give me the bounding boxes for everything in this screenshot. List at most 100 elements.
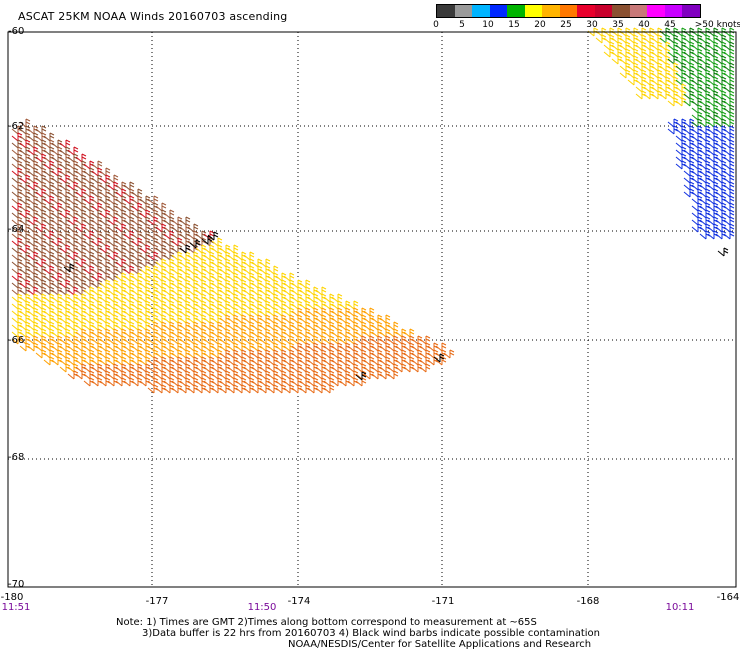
- wind-barb: [131, 300, 143, 310]
- wind-barb: [659, 69, 671, 79]
- wind-barb: [283, 377, 295, 387]
- wind-barb: [283, 384, 295, 394]
- legend-label: 0: [433, 20, 439, 30]
- wind-barb: [147, 377, 159, 387]
- wind-barb: [115, 286, 127, 296]
- wind-barb: [131, 349, 143, 359]
- wind-barb: [91, 286, 103, 296]
- wind-barb: [707, 132, 719, 142]
- wind-barb: [331, 377, 343, 387]
- wind-barb: [315, 321, 327, 331]
- wind-barb: [99, 349, 111, 359]
- wind-barb: [27, 272, 39, 282]
- wind-barb: [99, 286, 111, 296]
- wind-barb: [43, 293, 55, 303]
- wind-barb: [211, 335, 223, 345]
- wind-barb: [707, 139, 719, 149]
- wind-barb: [291, 377, 303, 387]
- wind-barb: [315, 328, 327, 338]
- wind-barb: [347, 328, 359, 338]
- wind-barb: [291, 328, 303, 338]
- wind-barb: [115, 349, 127, 359]
- wind-barb: [715, 153, 727, 163]
- wind-barb: [19, 181, 31, 191]
- wind-barb: [91, 335, 103, 345]
- wind-barb: [67, 216, 79, 226]
- time-label-1011: 10:11: [665, 602, 695, 613]
- wind-barb: [299, 335, 311, 345]
- wind-barb: [715, 111, 727, 121]
- wind-barb: [59, 146, 71, 156]
- wind-barb: [259, 286, 271, 296]
- wind-barb: [147, 314, 159, 324]
- wind-barb: [123, 314, 135, 324]
- wind-barb: [195, 279, 207, 289]
- wind-barb: [83, 216, 95, 226]
- wind-barb: [155, 377, 167, 387]
- wind-barb: [195, 286, 207, 296]
- wind-barb: [67, 307, 79, 317]
- wind-barb: [411, 356, 423, 366]
- wind-barb: [203, 370, 215, 380]
- wind-barb: [675, 41, 687, 51]
- wind-barb: [723, 153, 735, 163]
- wind-barb: [155, 356, 167, 366]
- wind-barb: [75, 153, 87, 163]
- wind-barb: [267, 377, 279, 387]
- wind-barb: [131, 356, 143, 366]
- wind-barb: [59, 216, 71, 226]
- wind-barb: [307, 342, 319, 352]
- wind-barb: [707, 90, 719, 100]
- wind-barb: [227, 265, 239, 275]
- wind-barb: [19, 153, 31, 163]
- wind-barb: [155, 265, 167, 275]
- wind-barb: [219, 356, 231, 366]
- wind-barb: [347, 349, 359, 359]
- wind-barb: [283, 321, 295, 331]
- wind-barb: [51, 286, 63, 296]
- wind-barb: [715, 160, 727, 170]
- wind-barb: [99, 363, 111, 373]
- wind-barb: [275, 377, 287, 387]
- wind-barb: [179, 377, 191, 387]
- wind-barb: [195, 370, 207, 380]
- wind-barb: [67, 202, 79, 212]
- wind-barb: [611, 48, 623, 58]
- wind-barb: [227, 349, 239, 359]
- wind-barb: [171, 314, 183, 324]
- wind-barb: [235, 342, 247, 352]
- wind-barb: [171, 349, 183, 359]
- wind-barb: [371, 363, 383, 373]
- wind-barb: [659, 76, 671, 86]
- wind-barb: [107, 244, 119, 254]
- wind-barb: [35, 314, 47, 324]
- legend-label: 35: [612, 20, 624, 30]
- wind-barb: [75, 223, 87, 233]
- wind-barb: [219, 363, 231, 373]
- wind-barb: [75, 286, 87, 296]
- wind-barb: [123, 237, 135, 247]
- wind-barb: [691, 48, 703, 58]
- wind-barb: [107, 328, 119, 338]
- wind-barb: [187, 384, 199, 394]
- wind-barb: [123, 293, 135, 303]
- wind-barb: [139, 223, 151, 233]
- wind-barb: [123, 279, 135, 289]
- wind-barb: [83, 349, 95, 359]
- wind-barb: [43, 195, 55, 205]
- wind-barb: [243, 349, 255, 359]
- wind-barb: [227, 356, 239, 366]
- wind-barb: [107, 188, 119, 198]
- wind-barb: [211, 321, 223, 331]
- wind-barb: [611, 41, 623, 51]
- legend-swatch: [454, 5, 472, 17]
- wind-barb: [219, 314, 231, 324]
- wind-barb: [19, 251, 31, 261]
- wind-barb: [59, 328, 71, 338]
- wind-barb: [307, 349, 319, 359]
- wind-barb: [259, 300, 271, 310]
- wind-barb: [179, 370, 191, 380]
- wind-barb: [27, 328, 39, 338]
- wind-barb: [27, 258, 39, 268]
- wind-barb: [707, 62, 719, 72]
